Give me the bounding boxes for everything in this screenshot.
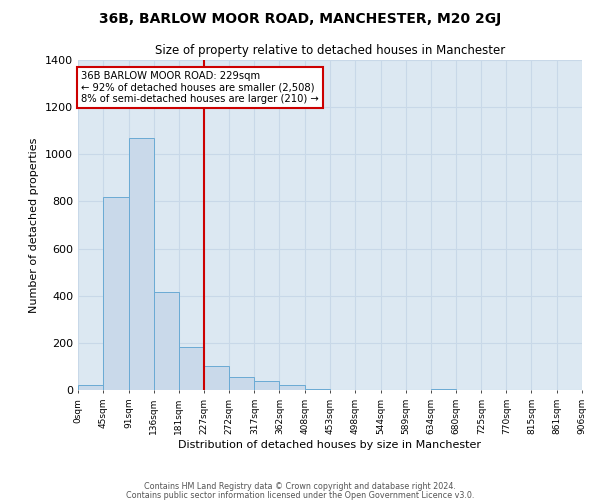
Bar: [103, 196, 128, 390]
Text: Contains public sector information licensed under the Open Government Licence v3: Contains public sector information licen…: [126, 490, 474, 500]
Bar: [431, 389, 456, 390]
Bar: [280, 386, 305, 390]
Text: 36B BARLOW MOOR ROAD: 229sqm
← 92% of detached houses are smaller (2,508)
8% of : 36B BARLOW MOOR ROAD: 229sqm ← 92% of de…: [81, 70, 319, 104]
Bar: [128, 138, 154, 390]
Text: 36B, BARLOW MOOR ROAD, MANCHESTER, M20 2GJ: 36B, BARLOW MOOR ROAD, MANCHESTER, M20 2…: [99, 12, 501, 26]
Bar: [229, 377, 254, 390]
Bar: [305, 389, 330, 390]
Bar: [78, 385, 103, 390]
Bar: [179, 347, 204, 390]
Text: Contains HM Land Registry data © Crown copyright and database right 2024.: Contains HM Land Registry data © Crown c…: [144, 482, 456, 491]
Title: Size of property relative to detached houses in Manchester: Size of property relative to detached ho…: [155, 44, 505, 58]
X-axis label: Distribution of detached houses by size in Manchester: Distribution of detached houses by size …: [179, 440, 482, 450]
Bar: [254, 381, 280, 390]
Bar: [204, 366, 229, 390]
Bar: [154, 292, 179, 390]
Y-axis label: Number of detached properties: Number of detached properties: [29, 138, 40, 312]
